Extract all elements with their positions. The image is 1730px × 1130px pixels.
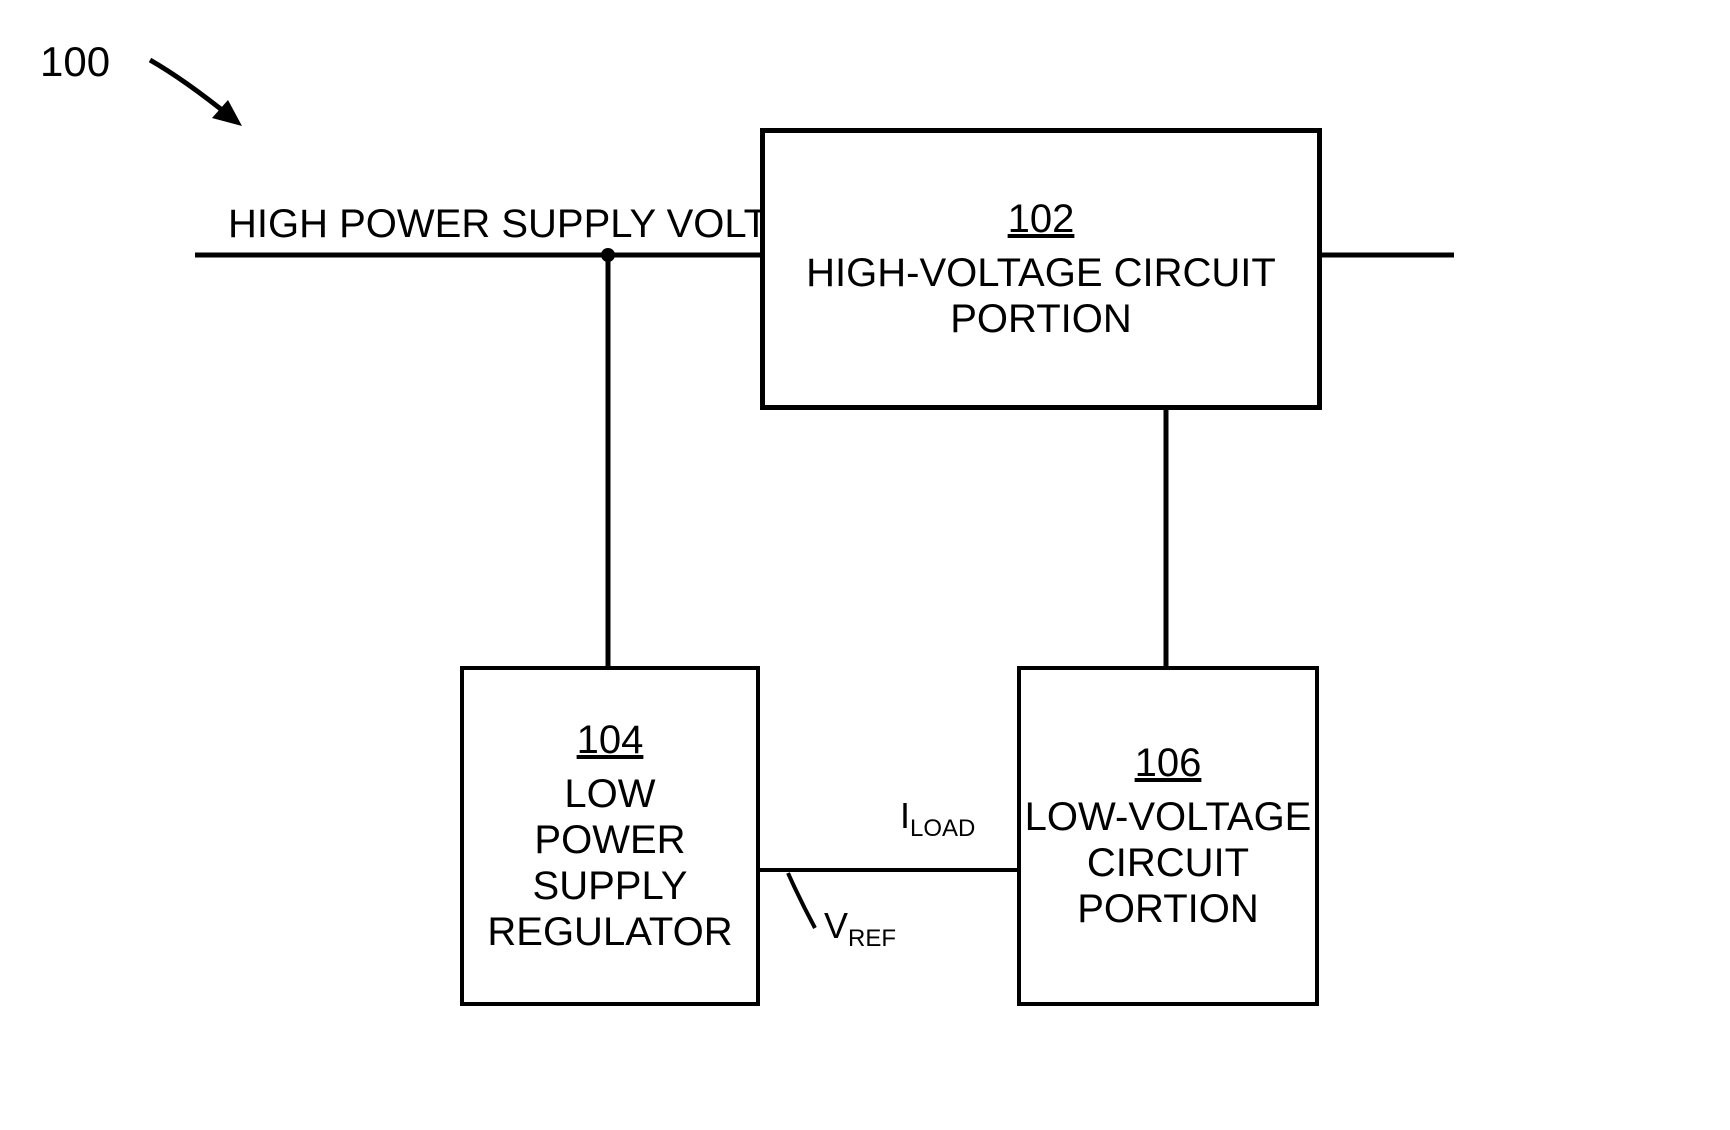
block-diagram: 100 HIGH POWER SUPPLY VOLTAGE 102 HIGH-V… — [0, 0, 1730, 1130]
iload-sub: LOAD — [910, 815, 975, 842]
iload-label: ILOAD — [900, 795, 975, 843]
low-voltage-block-title: LOW-VOLTAGE CIRCUIT PORTION — [1025, 794, 1312, 932]
high-voltage-block-title-text: HIGH-VOLTAGE CIRCUIT PORTION — [806, 251, 1276, 341]
regulator-block-title: LOW POWER SUPPLY REGULATOR — [487, 771, 732, 955]
regulator-block: 104 LOW POWER SUPPLY REGULATOR — [460, 666, 760, 1006]
vref-label: VREF — [824, 905, 896, 953]
figure-ref-number: 100 — [40, 38, 110, 86]
high-voltage-block: 102 HIGH-VOLTAGE CIRCUIT PORTION — [760, 128, 1322, 410]
high-voltage-block-title: HIGH-VOLTAGE CIRCUIT PORTION — [765, 250, 1317, 342]
regulator-block-ref: 104 — [577, 718, 644, 763]
low-voltage-block-ref: 106 — [1135, 741, 1202, 786]
supply-voltage-label: HIGH POWER SUPPLY VOLTAGE — [228, 202, 850, 247]
high-voltage-block-ref: 102 — [1008, 197, 1075, 242]
iload-main: I — [900, 795, 910, 836]
low-voltage-block: 106 LOW-VOLTAGE CIRCUIT PORTION — [1017, 666, 1319, 1006]
figure-ref-text: 100 — [40, 38, 110, 85]
vref-leader — [788, 873, 815, 928]
vref-main: V — [824, 905, 848, 946]
vref-sub: REF — [848, 925, 896, 952]
figure-ref-arrow — [150, 60, 242, 126]
supply-voltage-text: HIGH POWER SUPPLY VOLTAGE — [228, 202, 850, 246]
